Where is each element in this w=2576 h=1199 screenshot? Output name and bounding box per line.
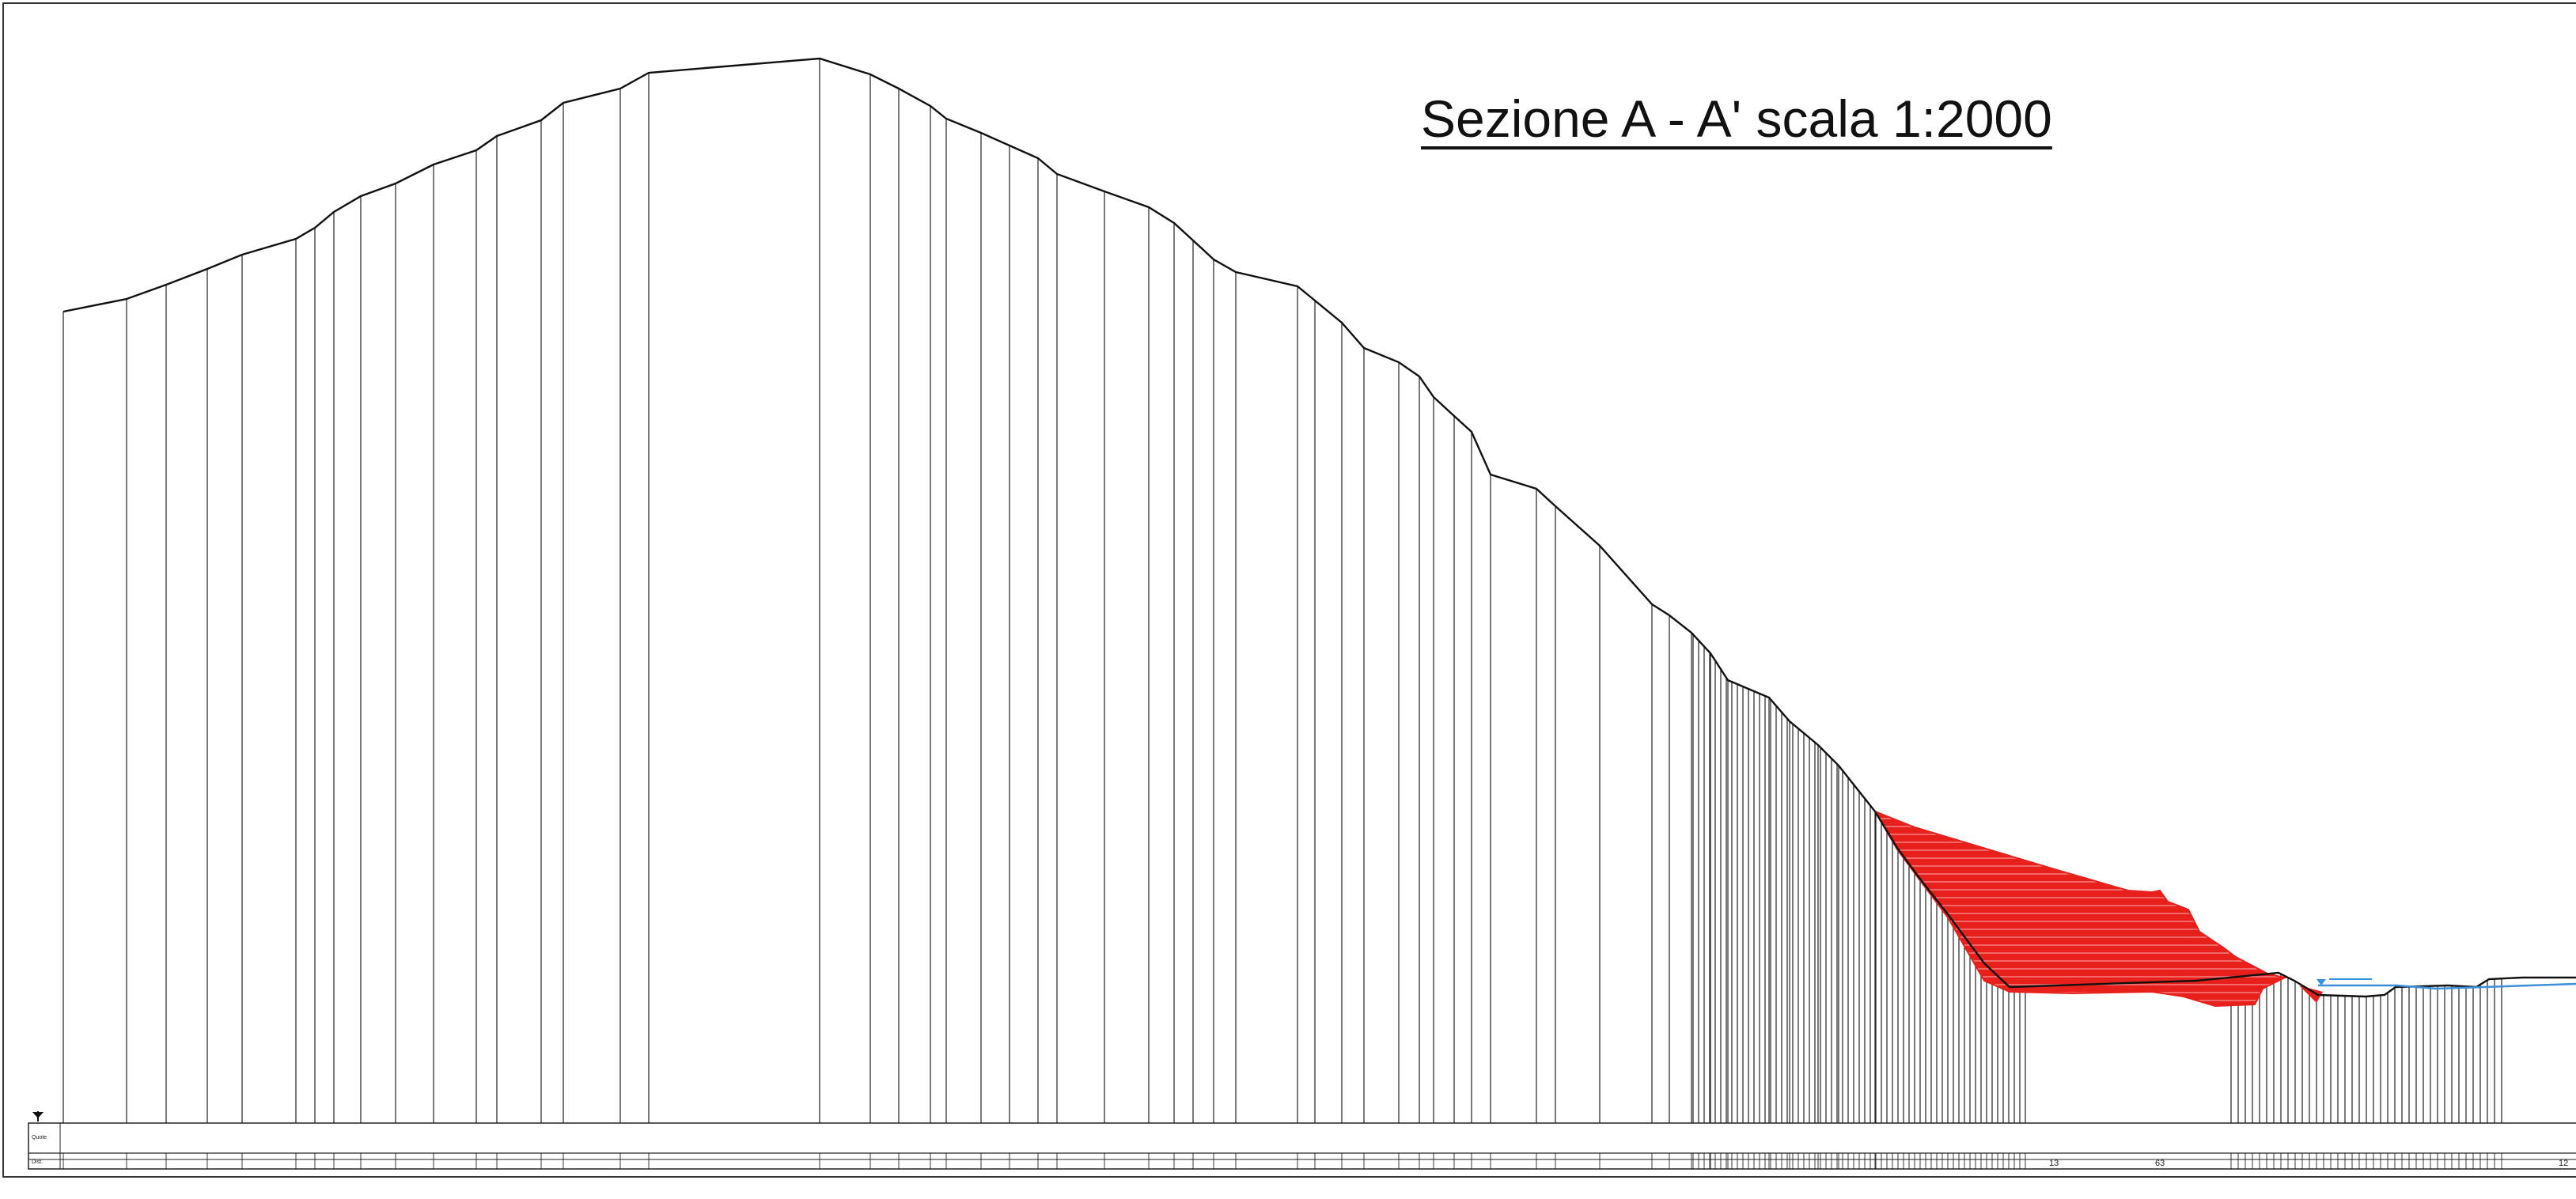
station-lines (63, 59, 2502, 1123)
distance-label: 13 (2049, 1159, 2059, 1168)
data-band-table: Quote Dist. 13 63 12 (28, 1122, 2576, 1170)
water-line (2318, 982, 2576, 990)
band-frame (28, 1122, 2576, 1170)
distance-label: 12 (2559, 1159, 2568, 1168)
water-surface (2317, 978, 2576, 990)
north-marker-icon (32, 1111, 44, 1121)
section-title: Sezione A - A' scala 1:2000 (1421, 89, 2052, 148)
landslide-body (1873, 809, 2323, 1008)
landslide-polygon (1873, 809, 2288, 1008)
distance-label: 63 (2155, 1159, 2165, 1168)
water-level-triangle (2317, 979, 2326, 985)
section-title-block: Sezione A - A' scala 1:2000 (1421, 89, 2052, 149)
band-row-label: Dist. (32, 1159, 43, 1165)
band-row-label: Quote (32, 1135, 47, 1140)
landslide-toe (2299, 985, 2323, 1003)
terrain-profile-line (63, 57, 2576, 998)
